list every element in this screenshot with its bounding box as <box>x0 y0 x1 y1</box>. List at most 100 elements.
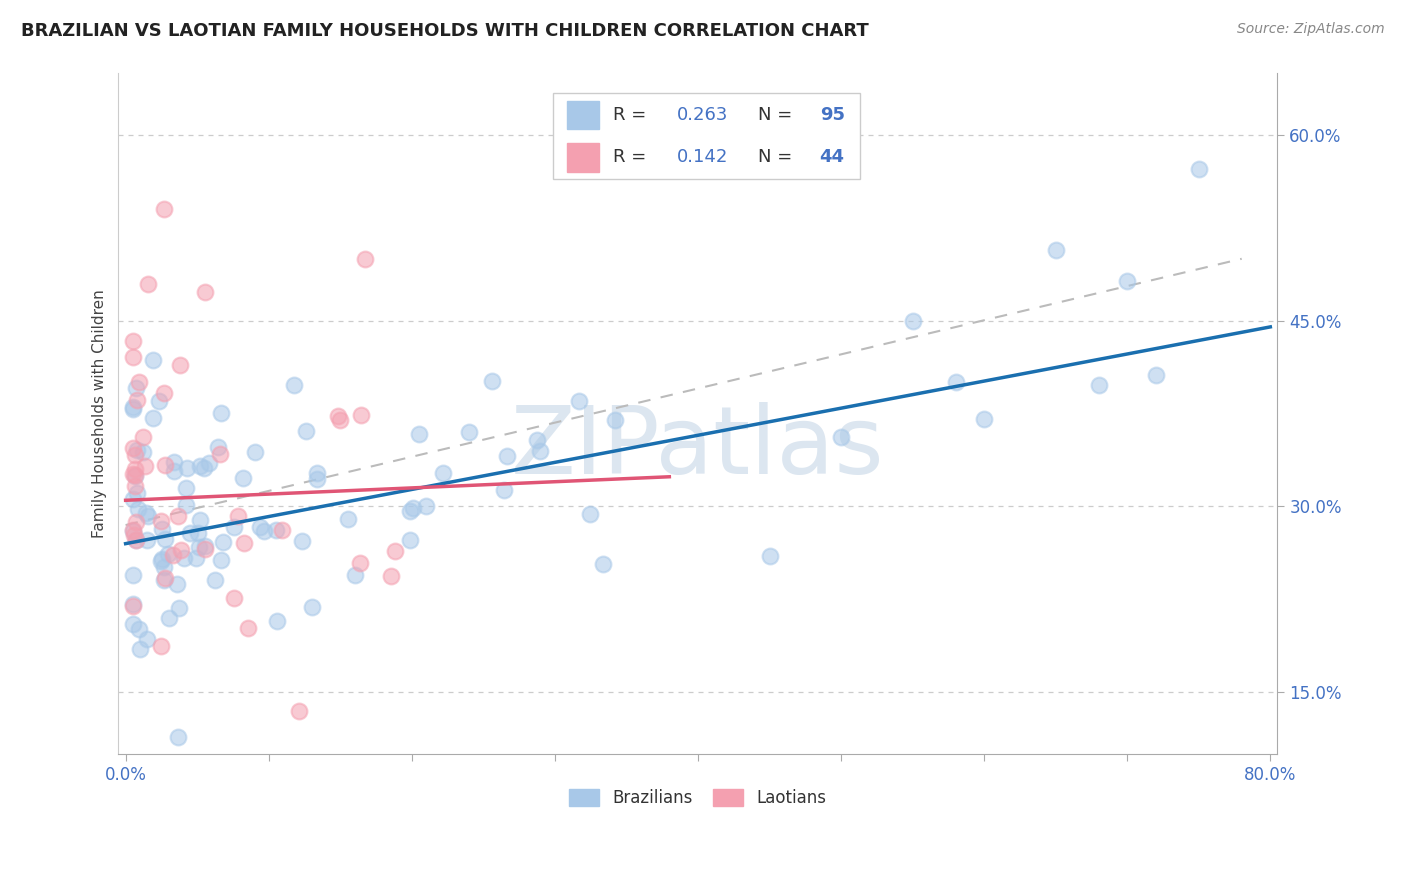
Point <box>155 532 177 546</box>
Point <box>121 597 143 611</box>
Point <box>122 568 145 582</box>
Point <box>136 277 159 291</box>
Point <box>166 730 188 744</box>
Point <box>188 541 211 555</box>
Point <box>187 526 209 541</box>
Point <box>212 534 235 549</box>
Point <box>122 441 145 455</box>
Point <box>170 542 193 557</box>
Point <box>398 533 420 547</box>
Point <box>193 460 215 475</box>
Point <box>127 443 149 458</box>
Point <box>208 447 231 461</box>
Point <box>125 392 148 407</box>
Point <box>121 524 143 538</box>
Point <box>149 554 172 568</box>
Y-axis label: Family Households with Children: Family Households with Children <box>93 289 107 538</box>
Point <box>204 574 226 588</box>
Point <box>153 571 176 585</box>
Point <box>481 375 503 389</box>
Text: 0.142: 0.142 <box>678 148 728 167</box>
Point <box>142 353 165 368</box>
Point <box>253 524 276 538</box>
Point <box>134 459 156 474</box>
Point <box>243 445 266 459</box>
Point <box>408 426 430 441</box>
Point <box>135 506 157 520</box>
Point <box>176 461 198 475</box>
Point <box>148 394 170 409</box>
Point <box>603 413 626 427</box>
Point <box>150 522 173 536</box>
Point <box>188 459 211 474</box>
Point <box>121 350 143 364</box>
Point <box>153 202 176 217</box>
Point <box>224 591 246 606</box>
Point <box>174 481 197 495</box>
Point <box>179 525 201 540</box>
Point <box>162 548 184 562</box>
Point <box>288 705 311 719</box>
Point <box>209 553 232 567</box>
Point <box>758 549 780 564</box>
Point <box>136 533 159 547</box>
Point <box>153 385 176 400</box>
Point <box>1045 244 1067 258</box>
Point <box>149 640 172 654</box>
Point <box>305 472 328 486</box>
Point <box>132 430 155 444</box>
Point <box>415 499 437 513</box>
Point <box>266 614 288 628</box>
Point <box>1116 274 1139 288</box>
Text: N =: N = <box>758 106 799 124</box>
Point <box>125 515 148 529</box>
Point <box>283 378 305 392</box>
Point <box>567 393 589 408</box>
Point <box>579 507 602 521</box>
Point <box>592 557 614 571</box>
Point <box>190 513 212 527</box>
Point <box>198 456 221 470</box>
Point <box>326 409 349 423</box>
Point <box>249 519 271 533</box>
Bar <box>567 101 599 129</box>
Point <box>121 467 143 481</box>
Point <box>343 567 366 582</box>
Point <box>162 455 184 469</box>
Point <box>136 632 159 646</box>
Point <box>157 547 180 561</box>
Point <box>125 486 148 500</box>
Point <box>194 542 217 557</box>
Point <box>492 483 515 497</box>
Point <box>149 514 172 528</box>
Point <box>132 445 155 459</box>
Point <box>349 556 371 570</box>
FancyBboxPatch shape <box>553 94 860 178</box>
Bar <box>567 143 599 172</box>
Point <box>529 443 551 458</box>
Point <box>194 540 217 554</box>
Point <box>945 375 967 389</box>
Text: R =: R = <box>613 148 652 167</box>
Point <box>124 448 146 462</box>
Point <box>901 314 924 328</box>
Point <box>121 401 143 416</box>
Point <box>169 601 191 615</box>
Point <box>153 573 176 587</box>
Point <box>458 425 481 439</box>
Point <box>157 611 180 625</box>
Text: 0.263: 0.263 <box>678 106 728 124</box>
Legend: Brazilians, Laotians: Brazilians, Laotians <box>562 782 834 814</box>
Point <box>329 413 352 427</box>
Point <box>398 504 420 518</box>
Point <box>125 533 148 547</box>
Point <box>228 509 250 524</box>
Point <box>167 509 190 524</box>
Point <box>150 552 173 566</box>
Point <box>124 469 146 483</box>
Point <box>432 466 454 480</box>
Point <box>380 568 402 582</box>
Point <box>207 440 229 454</box>
Point <box>236 621 259 635</box>
Point <box>173 550 195 565</box>
